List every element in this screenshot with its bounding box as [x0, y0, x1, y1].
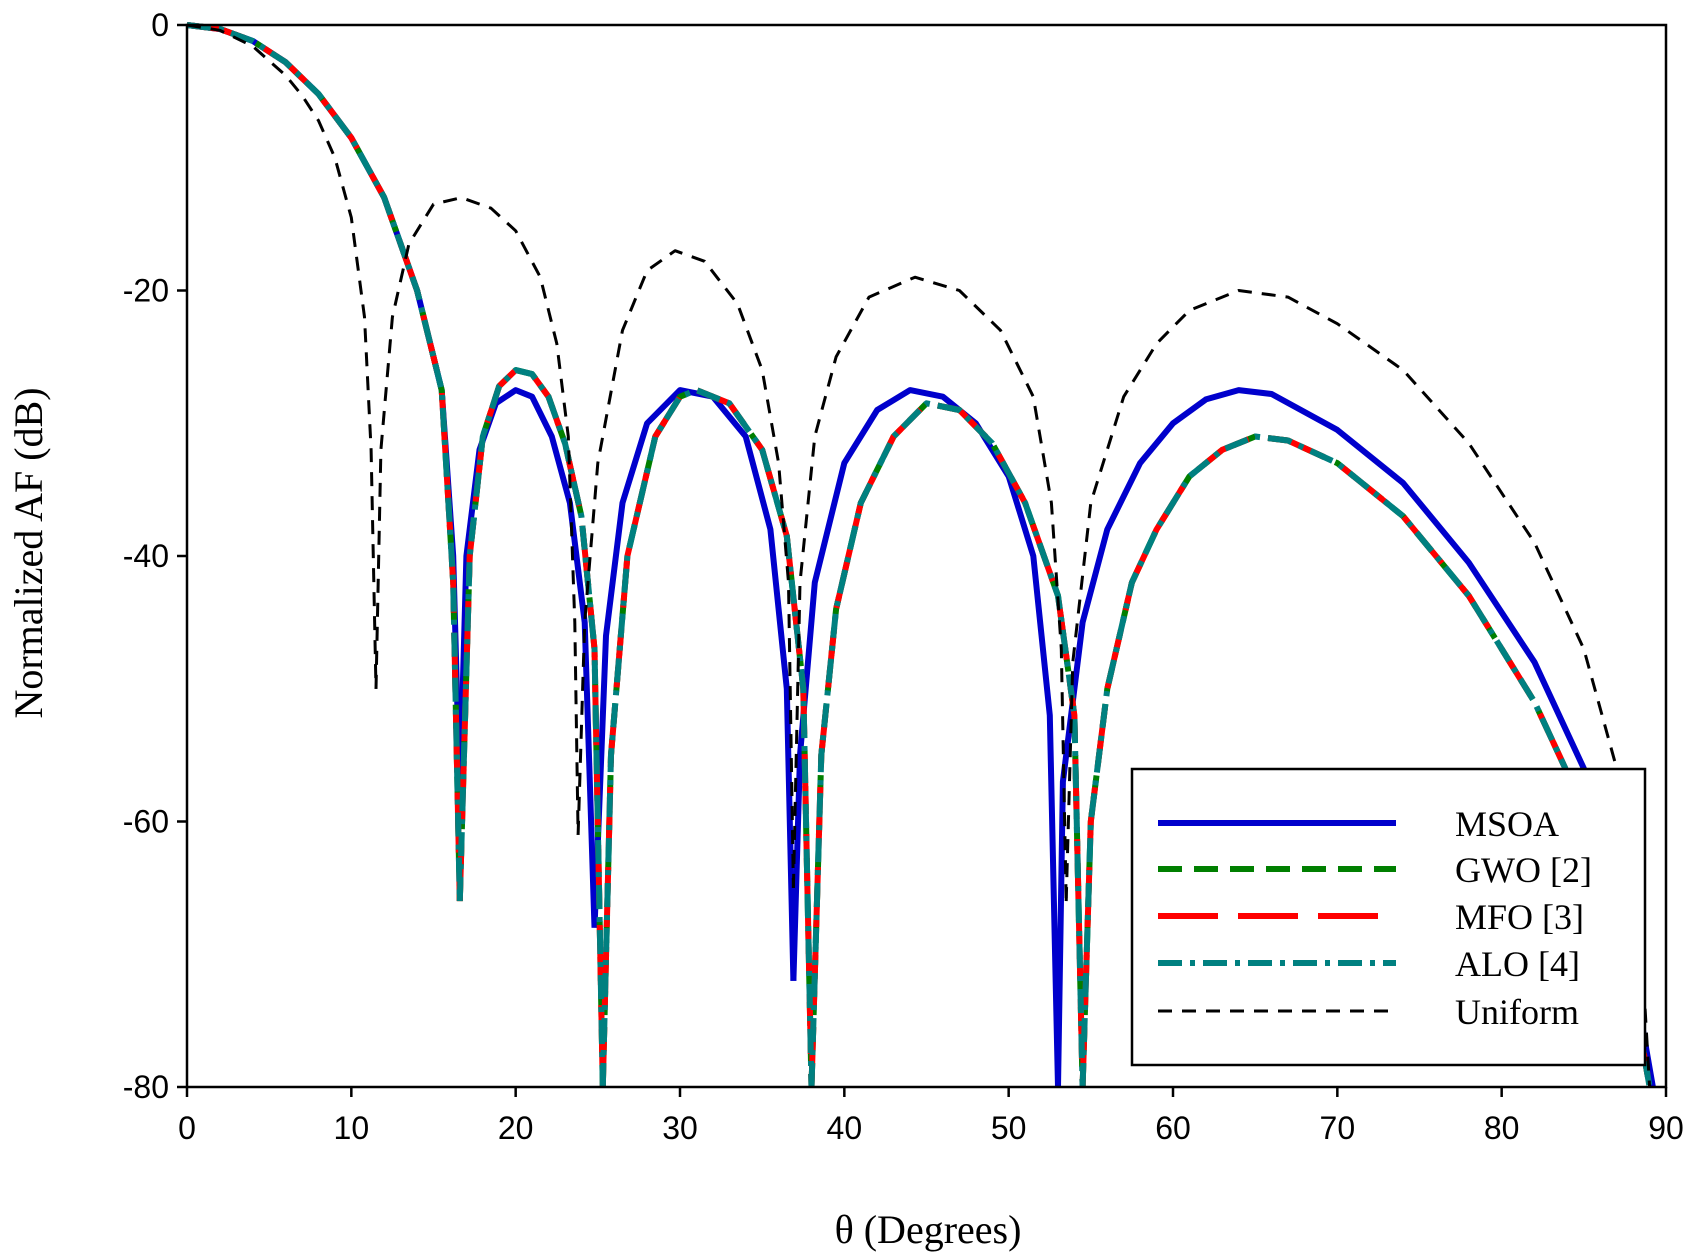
x-tick-label: 0 [178, 1110, 196, 1146]
x-tick-label: 80 [1484, 1110, 1520, 1146]
series-line-segment [791, 275, 1068, 902]
x-tick-label: 50 [991, 1110, 1027, 1146]
series-line-segment [808, 400, 1086, 1088]
series-line-segment [790, 387, 1061, 1088]
plot-frame [185, 23, 1668, 1089]
x-tick-label: 60 [1155, 1110, 1191, 1146]
series-line-segment [374, 196, 580, 835]
legend-label-mfo: MFO [3] [1455, 897, 1584, 937]
x-tick-label: 30 [662, 1110, 698, 1146]
series-line-segment [456, 367, 606, 1088]
y-tick-label: 0 [151, 7, 169, 43]
y-tick-label: -80 [123, 1069, 169, 1105]
x-tick-label: 40 [827, 1110, 863, 1146]
series-line-segment [186, 23, 378, 689]
legend: MSOA GWO [2] MFO [3] ALO [4] Uniform [1130, 767, 1647, 1067]
series-line-segment [599, 387, 815, 1088]
legend-label-gwo: GWO [2] [1455, 850, 1592, 890]
y-axis-title: Normalized AF (dB) [6, 387, 51, 718]
legend-label-msoa: MSOA [1455, 804, 1559, 844]
series-uniform [186, 23, 1652, 1088]
series-line-segment [186, 22, 463, 796]
series-line-segment [576, 249, 795, 888]
ticks-layer: 0 10 20 30 40 50 60 70 80 90 0 -20 -40 -60 -80 [123, 7, 1684, 1146]
series-line-segment [186, 22, 463, 902]
series-line-segment [1064, 289, 1652, 1088]
y-tick-label: -60 [123, 804, 169, 840]
series-layer [186, 22, 1656, 1088]
series-line-segment [186, 22, 463, 902]
legend-label-uniform: Uniform [1455, 992, 1579, 1032]
y-tick-label: -20 [123, 273, 169, 309]
x-axis-title: θ (Degrees) [835, 1207, 1022, 1252]
series-line-segment [808, 400, 1086, 1088]
x-tick-label: 20 [498, 1110, 534, 1146]
legend-label-alo: ALO [4] [1455, 944, 1580, 984]
y-tick-label: -40 [123, 538, 169, 574]
series-line-segment [591, 387, 797, 981]
x-tick-label: 90 [1648, 1110, 1684, 1146]
x-tick-label: 10 [334, 1110, 370, 1146]
x-tick-label: 70 [1320, 1110, 1356, 1146]
series-line-segment [186, 22, 463, 902]
series-line-segment [808, 400, 1086, 1088]
